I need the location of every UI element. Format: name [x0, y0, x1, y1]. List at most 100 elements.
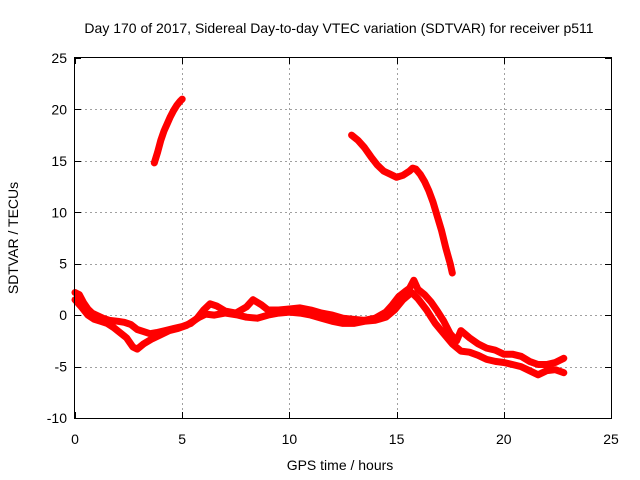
y-tick-label: 5	[59, 256, 67, 272]
data-point	[374, 161, 381, 168]
data-point	[93, 312, 100, 319]
data-point	[211, 312, 218, 319]
plot-frame	[74, 57, 612, 419]
data-point	[402, 288, 409, 295]
data-point	[535, 361, 542, 368]
data-point	[151, 159, 158, 166]
data-point	[560, 355, 567, 362]
data-point	[340, 320, 346, 327]
data-point	[106, 317, 113, 324]
data-point	[202, 311, 209, 318]
data-point	[475, 352, 482, 359]
data-point	[457, 327, 464, 334]
data-point	[382, 309, 389, 316]
data-point	[110, 324, 117, 331]
data-point	[286, 309, 293, 316]
data-point	[492, 358, 499, 365]
data-point	[406, 285, 413, 292]
data-point	[355, 137, 362, 144]
data-point	[249, 296, 256, 303]
data-point	[417, 171, 424, 178]
data-point	[517, 363, 524, 370]
y-tick-label: 10	[51, 204, 67, 220]
data-point	[189, 318, 196, 325]
data-point	[389, 301, 396, 308]
data-point	[183, 322, 190, 329]
data-point	[76, 291, 83, 298]
x-tick-label: 15	[389, 431, 405, 447]
data-point	[475, 340, 482, 347]
data-point	[517, 353, 524, 360]
data-point	[387, 171, 394, 178]
data-point	[104, 320, 111, 327]
data-point	[500, 359, 507, 366]
data-point	[307, 312, 314, 319]
data-point	[117, 329, 124, 336]
data-point	[453, 337, 460, 344]
data-point	[297, 310, 304, 317]
data-point	[492, 347, 499, 354]
data-point	[350, 320, 357, 327]
data-point	[421, 291, 428, 298]
series-track-late-high	[348, 131, 456, 277]
data-point	[147, 330, 154, 337]
data-point	[174, 325, 181, 332]
data-point	[166, 327, 173, 334]
data-point	[410, 277, 417, 284]
data-point	[466, 349, 473, 356]
data-point	[483, 345, 490, 352]
data-point	[196, 314, 203, 321]
data-point	[391, 307, 398, 313]
data-point	[97, 318, 104, 325]
data-point	[406, 168, 413, 175]
data-point	[408, 289, 415, 296]
y-tick-label: 0	[59, 307, 67, 323]
data-point	[84, 305, 91, 312]
series-track-main-lower	[71, 289, 568, 379]
data-point	[509, 361, 516, 368]
data-point	[153, 329, 160, 336]
data-point	[78, 303, 85, 310]
series-track-main-upper	[71, 276, 568, 368]
data-point	[425, 187, 432, 194]
data-markers	[72, 96, 567, 378]
data-point	[179, 323, 186, 330]
data-point	[234, 312, 241, 319]
data-point	[207, 300, 214, 307]
data-point	[127, 321, 134, 328]
data-point	[440, 330, 447, 337]
x-tick-label: 0	[71, 431, 79, 447]
data-point	[434, 308, 441, 315]
y-tick-label: 15	[51, 153, 67, 169]
data-point	[466, 334, 473, 341]
data-point	[412, 166, 419, 173]
data-point	[200, 307, 207, 313]
data-point	[140, 328, 147, 335]
data-point	[114, 318, 121, 325]
data-point	[552, 359, 559, 366]
data-point	[543, 367, 550, 374]
y-tick-label: 25	[51, 50, 67, 66]
data-point	[134, 346, 141, 353]
data-point	[164, 120, 171, 127]
data-point	[80, 299, 87, 306]
data-point	[157, 331, 164, 338]
data-point	[179, 96, 186, 103]
y-axis-tick-labels: -10 -5 0 5 10 15 20 25	[47, 50, 67, 426]
data-point	[129, 344, 136, 351]
x-axis-label: GPS time / hours	[287, 457, 394, 473]
data-point	[423, 307, 430, 313]
y-tick-label: 20	[51, 101, 67, 117]
data-point	[535, 371, 542, 378]
data-point	[361, 144, 368, 151]
data-point	[447, 260, 454, 267]
data-point	[372, 317, 379, 324]
data-point	[254, 315, 261, 322]
data-point	[121, 319, 128, 326]
data-point	[91, 316, 98, 323]
data-point	[329, 312, 336, 319]
data-point	[264, 307, 271, 313]
data-point	[89, 310, 96, 317]
axis-ticks	[75, 58, 612, 419]
y-tick-label: -5	[55, 359, 68, 375]
